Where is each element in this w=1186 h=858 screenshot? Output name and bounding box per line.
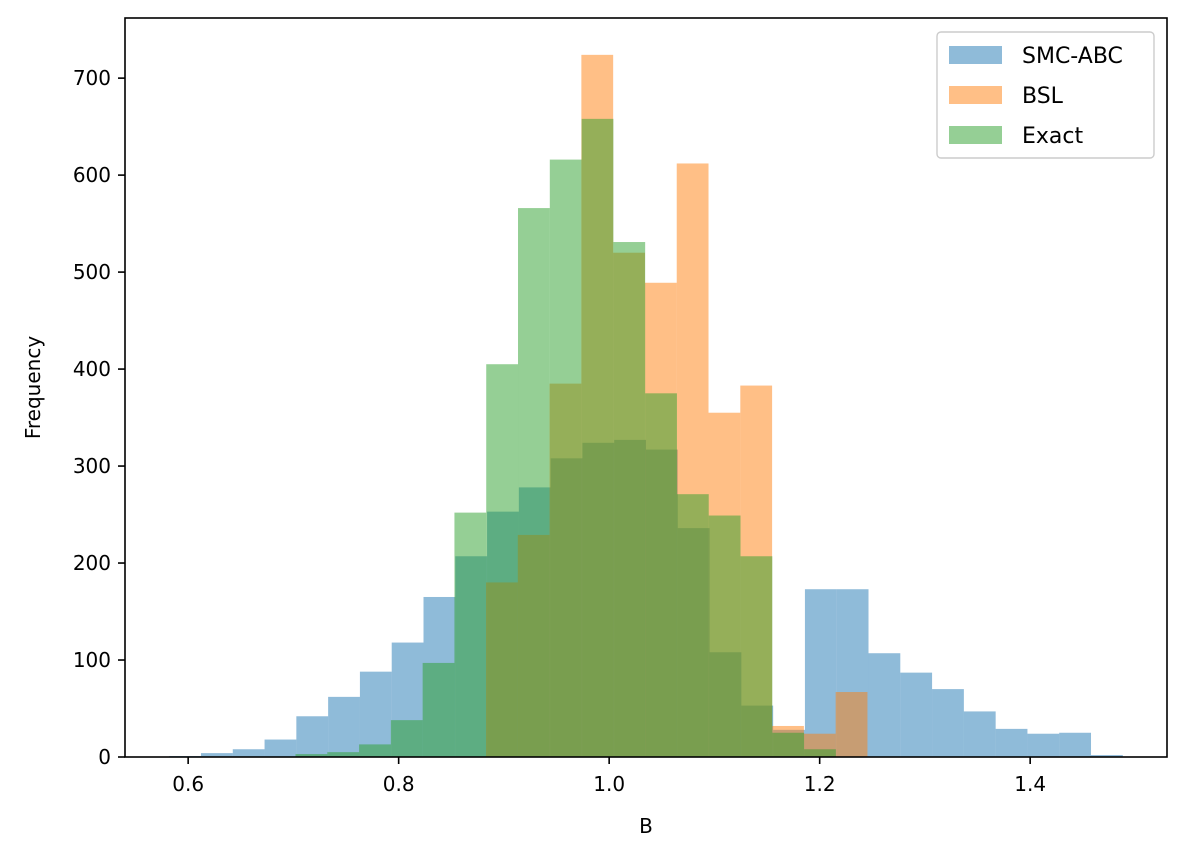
histogram-bar: [804, 749, 836, 757]
x-axis: 0.6 0.8 1.0 1.2 1.4: [172, 757, 1046, 796]
histogram-bar: [264, 739, 297, 757]
y-tick-label: 600: [73, 163, 111, 187]
x-axis-label: B: [639, 814, 653, 838]
legend: SMC-ABC BSL Exact: [936, 31, 1155, 159]
x-tick-label: 1.0: [593, 772, 625, 796]
legend-label: SMC-ABC: [1022, 44, 1123, 69]
y-tick-label: 200: [73, 551, 111, 575]
histogram-bar: [995, 728, 1028, 757]
legend-swatch: [949, 126, 1002, 144]
histogram-bar: [296, 716, 329, 757]
y-tick-label: 400: [73, 357, 111, 381]
histogram-bar: [581, 118, 614, 758]
histogram-bar: [932, 689, 964, 757]
histogram-bar: [613, 242, 646, 757]
x-tick-label: 0.8: [383, 772, 415, 796]
histogram-bar: [486, 364, 519, 757]
histogram-bar: [708, 515, 741, 757]
histogram-bar: [327, 752, 360, 757]
x-tick-label: 1.2: [804, 772, 836, 796]
bars-layer: [169, 54, 1123, 758]
y-tick-label: 0: [98, 745, 111, 769]
histogram-bar: [295, 754, 328, 757]
histogram-bar: [740, 556, 773, 757]
y-axis-label: Frequency: [21, 336, 45, 439]
histogram-bar: [454, 512, 487, 757]
histogram-bar: [1027, 733, 1060, 757]
histogram-bar: [422, 662, 455, 757]
histogram-bar: [645, 393, 677, 757]
histogram-bar: [549, 159, 582, 758]
histogram-bar: [328, 696, 360, 757]
histogram-bar: [200, 753, 233, 757]
histogram-bar: [232, 749, 265, 757]
legend-swatch: [949, 86, 1002, 104]
histogram-bar: [804, 589, 837, 757]
histogram-bar: [359, 744, 391, 757]
histogram-bar: [900, 672, 933, 757]
histogram-bar: [390, 720, 423, 757]
histogram-bar: [359, 671, 392, 757]
y-axis: 0 100 200 300 400 500 600 700: [73, 66, 125, 769]
histogram-bar: [835, 692, 868, 757]
histogram-bar: [1091, 755, 1123, 757]
series-exact: [295, 118, 836, 758]
histogram-bar: [772, 732, 805, 757]
histogram-bar: [1059, 732, 1092, 757]
histogram-bar: [963, 711, 996, 757]
legend-label: BSL: [1022, 84, 1064, 109]
y-tick-label: 700: [73, 66, 111, 90]
y-tick-label: 500: [73, 260, 111, 284]
legend-swatch: [949, 46, 1002, 64]
histogram-bar: [868, 653, 901, 757]
histogram-bar: [518, 208, 550, 757]
legend-label: Exact: [1022, 124, 1083, 149]
y-tick-label: 300: [73, 454, 111, 478]
x-tick-label: 1.4: [1014, 772, 1046, 796]
plot-frame: [124, 17, 1168, 758]
y-tick-label: 100: [73, 648, 111, 672]
x-tick-label: 0.6: [172, 772, 204, 796]
histogram-bar: [676, 494, 709, 757]
